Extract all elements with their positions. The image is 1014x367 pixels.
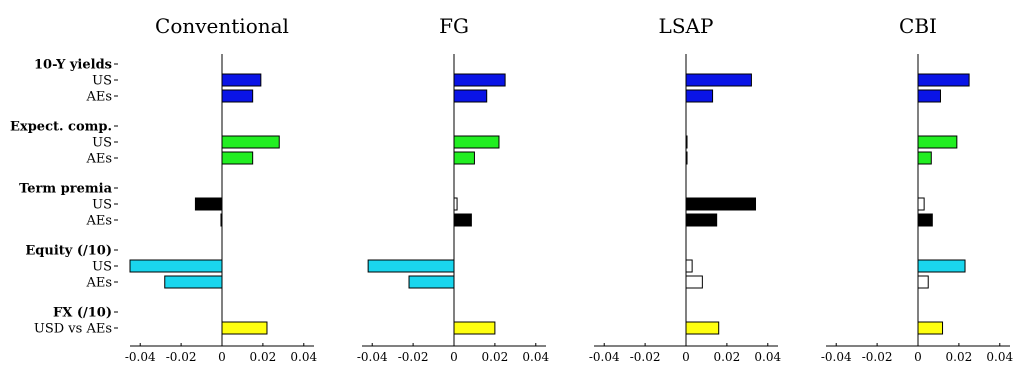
bar-cbi-equity-10-us <box>917 259 966 273</box>
bar-conventional-10-y-yields-us <box>221 73 262 87</box>
bar-cbi-10-y-yields-us <box>917 73 970 87</box>
row-label-equity-10-us: US <box>92 260 112 275</box>
bar-fg-equity-10-us <box>367 259 455 273</box>
group-label-term-premia: Term premia <box>19 182 112 197</box>
x-tick-label-fg-0: -0.04 <box>357 350 388 364</box>
x-tick-label-lsap-2: 0 <box>682 350 690 364</box>
x-tick-label-fg-3: 0.02 <box>482 350 509 364</box>
bar-cbi-expect-comp-us <box>917 135 958 149</box>
x-tick-label-fg-1: -0.02 <box>398 350 429 364</box>
x-tick-label-conventional-2: 0 <box>218 350 226 364</box>
bar-fg-expect-comp-us <box>453 135 500 149</box>
bar-lsap-10-y-yields-us <box>685 73 752 87</box>
row-label-expect-comp-us: US <box>92 136 112 151</box>
bar-conventional-10-y-yields-aes <box>221 89 254 103</box>
row-label-term-premia-aes: AEs <box>85 214 112 229</box>
x-tick-label-fg-4: 0.04 <box>522 350 549 364</box>
bar-cbi-term-premia-aes <box>917 213 933 227</box>
row-label-expect-comp-aes: AEs <box>85 152 112 167</box>
group-label-expect-comp: Expect. comp. <box>10 120 112 135</box>
panel-title-cbi: CBI <box>899 14 937 38</box>
row-label-fx-10-usd-vs-aes: USD vs AEs <box>34 322 112 337</box>
bar-cbi-term-premia-us <box>917 197 925 211</box>
bar-lsap-term-premia-us <box>685 197 757 211</box>
bar-lsap-10-y-yields-aes <box>685 89 714 103</box>
bar-cbi-fx-10-usd-vs-aes <box>917 321 944 335</box>
x-tick-label-lsap-1: -0.02 <box>630 350 661 364</box>
bar-fg-fx-10-usd-vs-aes <box>453 321 496 335</box>
x-tick-label-conventional-0: -0.04 <box>125 350 156 364</box>
bar-conventional-fx-10-usd-vs-aes <box>221 321 268 335</box>
x-tick-label-cbi-1: -0.02 <box>862 350 893 364</box>
bar-conventional-equity-10-us <box>129 259 223 273</box>
bar-conventional-equity-10-aes <box>164 275 223 289</box>
bar-cbi-expect-comp-aes <box>917 151 932 165</box>
bar-lsap-equity-10-aes <box>685 275 703 289</box>
panel-title-fg: FG <box>439 14 469 38</box>
group-label-10-y-yields: 10-Y yields <box>34 58 112 73</box>
x-tick-label-cbi-2: 0 <box>914 350 922 364</box>
bar-lsap-fx-10-usd-vs-aes <box>685 321 720 335</box>
bar-fg-expect-comp-aes <box>453 151 475 165</box>
bar-fg-equity-10-aes <box>408 275 455 289</box>
x-tick-label-conventional-4: 0.04 <box>290 350 317 364</box>
bar-fg-10-y-yields-aes <box>453 89 488 103</box>
row-label-term-premia-us: US <box>92 198 112 213</box>
x-tick-label-conventional-1: -0.02 <box>166 350 197 364</box>
bar-cbi-10-y-yields-aes <box>917 89 941 103</box>
row-label-equity-10-aes: AEs <box>85 276 112 291</box>
row-label-10-y-yields-aes: AEs <box>85 90 112 105</box>
x-tick-label-cbi-4: 0.04 <box>986 350 1013 364</box>
x-tick-label-lsap-3: 0.02 <box>714 350 741 364</box>
bar-conventional-expect-comp-us <box>221 135 280 149</box>
panel-title-lsap: LSAP <box>659 14 714 38</box>
group-label-equity-10: Equity (/10) <box>25 244 112 259</box>
bar-lsap-term-premia-aes <box>685 213 718 227</box>
row-label-10-y-yields-us: US <box>92 74 112 89</box>
bar-fg-10-y-yields-us <box>453 73 506 87</box>
x-tick-label-lsap-0: -0.04 <box>589 350 620 364</box>
group-label-fx-10: FX (/10) <box>53 306 112 321</box>
x-tick-label-lsap-4: 0.04 <box>754 350 781 364</box>
bar-conventional-term-premia-us <box>194 197 223 211</box>
x-tick-label-cbi-3: 0.02 <box>946 350 973 364</box>
x-tick-label-conventional-3: 0.02 <box>250 350 277 364</box>
bar-fg-term-premia-aes <box>453 213 472 227</box>
bar-conventional-expect-comp-aes <box>221 151 254 165</box>
x-tick-label-fg-2: 0 <box>450 350 458 364</box>
bar-lsap-equity-10-us <box>685 259 693 273</box>
panel-title-conventional: Conventional <box>155 14 289 38</box>
x-tick-label-cbi-0: -0.04 <box>821 350 852 364</box>
bar-cbi-equity-10-aes <box>917 275 929 289</box>
